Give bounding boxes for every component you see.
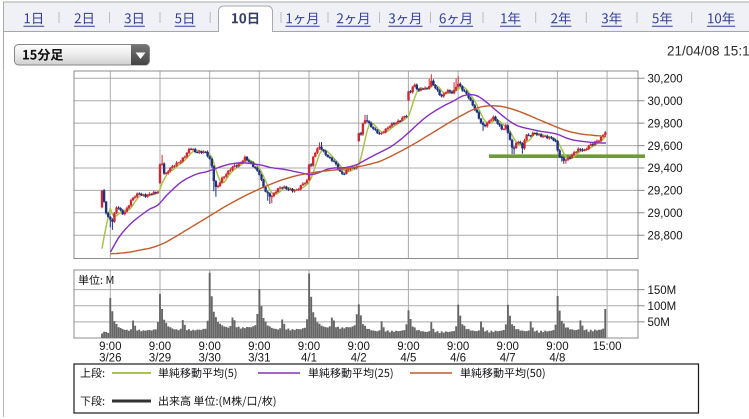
svg-text:3/31: 3/31 [248, 353, 270, 365]
svg-text:3/26: 3/26 [99, 353, 121, 365]
svg-text:3/29: 3/29 [149, 353, 171, 365]
svg-text:9:00: 9:00 [397, 341, 419, 353]
svg-text:29,600: 29,600 [648, 141, 683, 153]
svg-text:29,200: 29,200 [648, 186, 683, 198]
svg-text:4/8: 4/8 [549, 353, 565, 365]
svg-text:50M: 50M [648, 317, 670, 329]
svg-text:9:00: 9:00 [348, 341, 370, 353]
svg-text:30,200: 30,200 [648, 74, 683, 86]
svg-text:9:00: 9:00 [199, 341, 221, 353]
svg-text:4/7: 4/7 [500, 353, 516, 365]
svg-text:9:00: 9:00 [248, 341, 270, 353]
svg-text:15:00: 15:00 [593, 341, 622, 353]
svg-text:9:00: 9:00 [546, 341, 568, 353]
svg-text:100M: 100M [648, 301, 677, 313]
svg-text:28,800: 28,800 [648, 231, 683, 243]
svg-text:4/6: 4/6 [450, 353, 466, 365]
svg-text:4/5: 4/5 [400, 353, 416, 365]
svg-text:9:00: 9:00 [497, 341, 519, 353]
svg-text:9:00: 9:00 [99, 341, 121, 353]
svg-text:29,000: 29,000 [648, 208, 683, 220]
svg-text:4/2: 4/2 [351, 353, 367, 365]
svg-text:9:00: 9:00 [447, 341, 469, 353]
svg-text:4/1: 4/1 [301, 353, 317, 365]
svg-text:29,400: 29,400 [648, 163, 683, 175]
svg-text:150M: 150M [648, 285, 677, 297]
svg-text:30,000: 30,000 [648, 96, 683, 108]
svg-text:3/30: 3/30 [199, 353, 221, 365]
svg-text:9:00: 9:00 [149, 341, 171, 353]
svg-text:29,800: 29,800 [648, 118, 683, 130]
svg-text:21/04/08 15:15: 21/04/08 15:15 [667, 44, 749, 59]
svg-text:9:00: 9:00 [298, 341, 320, 353]
